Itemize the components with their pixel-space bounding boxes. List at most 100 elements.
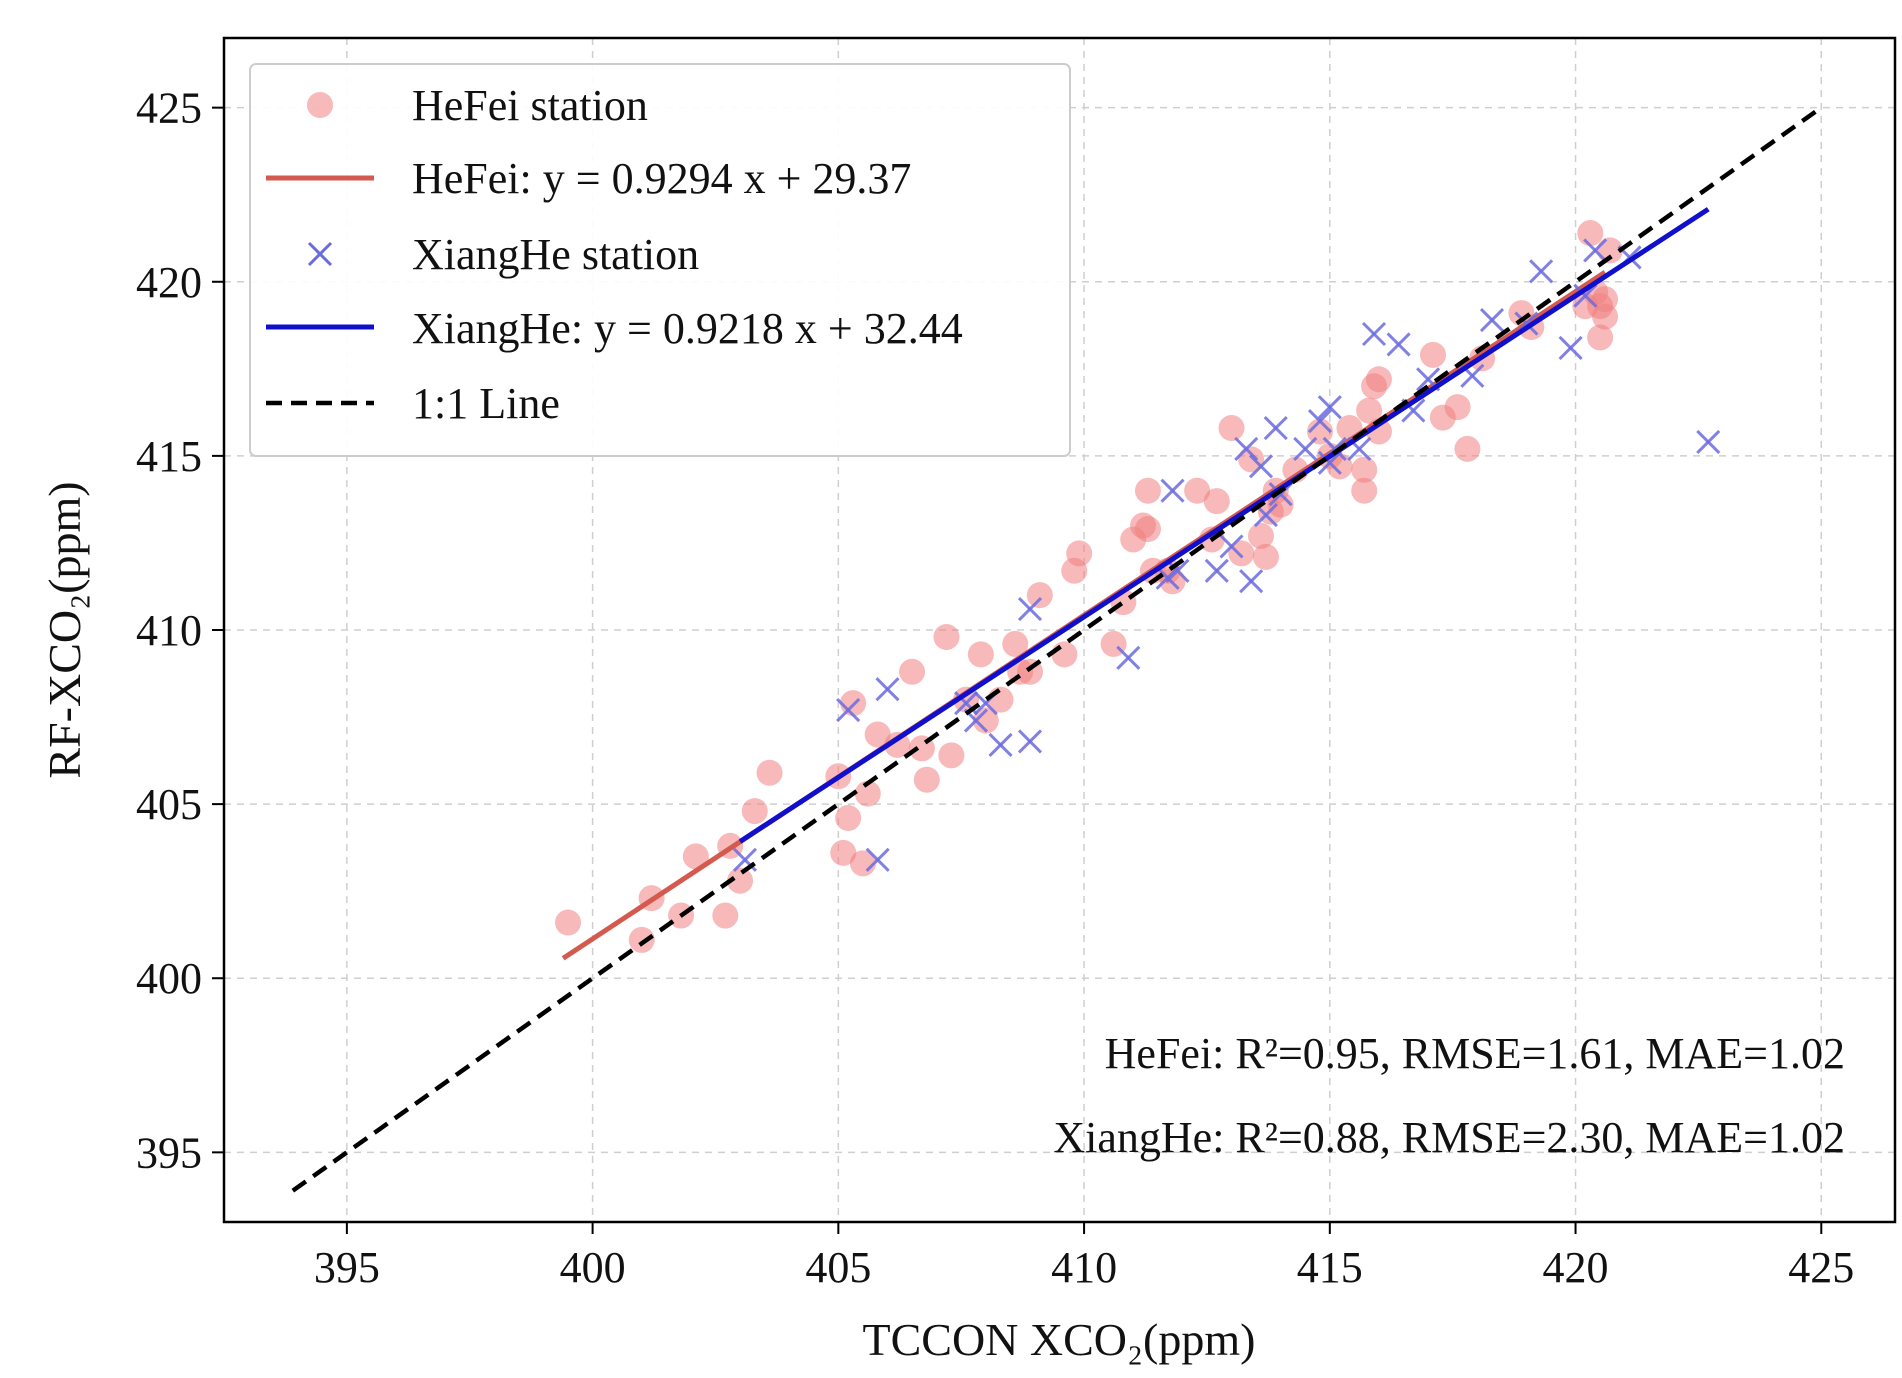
x-tick-label-4: 415 xyxy=(1297,1243,1363,1292)
xianghe-point-18 xyxy=(1248,454,1274,479)
xianghe-point-17 xyxy=(1239,569,1264,594)
x-tick-label-6: 425 xyxy=(1788,1243,1854,1292)
hefei-point-17 xyxy=(884,731,911,758)
hefei-point-15 xyxy=(854,780,881,807)
hefei-point-7 xyxy=(727,867,754,894)
y-tick-label-5: 420 xyxy=(136,258,202,307)
y-tick-label-0: 395 xyxy=(136,1128,202,1177)
xianghe-point-7 xyxy=(988,732,1013,757)
legend-marker-hefei-station xyxy=(307,92,333,118)
hefei-point-38 xyxy=(1134,477,1161,504)
hefei-point-45 xyxy=(1203,488,1230,515)
one-to-one-line xyxy=(291,105,1823,1193)
hefei-point-78 xyxy=(1592,286,1619,313)
hefei-point-60 xyxy=(1351,477,1378,504)
x-tick-label-1: 400 xyxy=(560,1243,626,1292)
hefei-point-61 xyxy=(1356,397,1383,424)
hefei-point-50 xyxy=(1252,543,1279,570)
y-tick-label-1: 400 xyxy=(136,954,202,1003)
hefei-point-31 xyxy=(1051,641,1078,668)
hefei-point-16 xyxy=(864,721,891,748)
hefei-point-48 xyxy=(1238,446,1265,473)
hefei-point-5 xyxy=(712,902,739,929)
hefei-point-12 xyxy=(835,805,862,832)
hefei-point-67 xyxy=(1444,394,1471,421)
hefei-point-20 xyxy=(913,766,940,793)
xianghe-point-24 xyxy=(1317,395,1342,420)
xianghe-point-22 xyxy=(1293,436,1318,461)
hefei-point-22 xyxy=(938,742,965,769)
hefei-point-33 xyxy=(1066,540,1093,567)
xianghe-point-9 xyxy=(1017,597,1043,622)
hefei-point-39 xyxy=(1134,516,1161,543)
xianghe-point-35 xyxy=(1529,259,1554,284)
legend-label-hefei-station: HeFei station xyxy=(412,81,648,130)
stats-xianghe: XiangHe: R²=0.88, RMSE=2.30, MAE=1.02 xyxy=(1053,1113,1845,1162)
hefei-point-24 xyxy=(967,641,994,668)
xianghe-point-20 xyxy=(1263,415,1288,441)
hefei-point-11 xyxy=(830,839,857,866)
xianghe-point-28 xyxy=(1361,321,1387,347)
plot-data xyxy=(291,105,1823,1193)
xianghe-point-16 xyxy=(1234,436,1259,461)
xianghe-point-15 xyxy=(1219,534,1244,559)
x-tick-label-0: 395 xyxy=(314,1243,380,1292)
x-axis-label: TCCON XCO₂(ppm) xyxy=(863,1314,1256,1365)
xianghe-point-12 xyxy=(1160,478,1185,503)
y-tick-label-6: 425 xyxy=(136,84,202,133)
hefei-point-43 xyxy=(1184,477,1211,504)
x-tick-label-2: 405 xyxy=(805,1243,871,1292)
hefei-point-1 xyxy=(628,926,655,953)
xianghe-point-38 xyxy=(1583,238,1608,263)
y-axis-label: RF-XCO₂(ppm) xyxy=(39,481,90,778)
xianghe-point-3 xyxy=(875,677,900,702)
legend-box xyxy=(249,63,1071,457)
legend-label-xianghe-station: XiangHe station xyxy=(412,230,699,279)
stats-hefei: HeFei: R²=0.95, RMSE=1.61, MAE=1.02 xyxy=(1105,1029,1845,1078)
hefei-point-73 xyxy=(1577,220,1604,247)
hefei-point-8 xyxy=(741,798,768,825)
hefei-point-47 xyxy=(1228,540,1255,567)
hefei-point-9 xyxy=(756,759,783,786)
y-tick-label-4: 415 xyxy=(136,432,202,481)
hefei-point-68 xyxy=(1454,435,1481,462)
hefei-point-55 xyxy=(1306,418,1333,445)
xianghe-point-40 xyxy=(1696,429,1721,455)
legend-label-one-to-one: 1:1 Line xyxy=(412,379,560,428)
xianghe-point-29 xyxy=(1386,332,1411,357)
hefei-point-65 xyxy=(1420,341,1447,368)
xianghe-point-36 xyxy=(1558,335,1583,360)
hefei-point-75 xyxy=(1587,324,1614,351)
xianghe-point-2 xyxy=(865,847,890,872)
hefei-point-30 xyxy=(1026,582,1053,609)
xianghe-point-14 xyxy=(1204,558,1229,583)
hefei-point-23 xyxy=(953,686,980,713)
x-tick-label-5: 420 xyxy=(1543,1243,1609,1292)
hefei-point-49 xyxy=(1248,522,1275,549)
hefei-point-59 xyxy=(1351,456,1378,483)
hefei-point-21 xyxy=(933,623,960,650)
hefei-point-0 xyxy=(555,909,582,936)
xianghe-fit-line xyxy=(738,207,1710,844)
hefei-point-4 xyxy=(682,843,709,870)
xianghe-point-8 xyxy=(1017,729,1043,754)
legend: HeFei station HeFei: y = 0.9294 x + 29.3… xyxy=(249,63,1071,457)
xianghe-point-1 xyxy=(836,698,861,723)
hefei-point-25 xyxy=(972,707,999,734)
x-tick-label-3: 410 xyxy=(1051,1243,1117,1292)
xianghe-point-11 xyxy=(1155,565,1180,590)
xianghe-point-25 xyxy=(1317,450,1342,475)
axis-ticks: 395 400 405 410 415 420 425 395 400 405 410 415 420 4… xyxy=(136,84,1854,1292)
xianghe-point-37 xyxy=(1573,283,1598,308)
hefei-point-64 xyxy=(1365,366,1392,393)
hefei-point-18 xyxy=(899,658,926,685)
hefei-point-53 xyxy=(1267,491,1294,518)
hefei-point-27 xyxy=(1002,630,1029,657)
xianghe-point-10 xyxy=(1116,645,1141,670)
legend-label-xianghe-fit: XiangHe: y = 0.9218 x + 32.44 xyxy=(412,304,963,353)
y-tick-label-3: 410 xyxy=(136,606,202,655)
xianghe-point-21 xyxy=(1268,482,1293,507)
xianghe-point-33 xyxy=(1479,308,1505,333)
hefei-point-46 xyxy=(1218,415,1245,442)
